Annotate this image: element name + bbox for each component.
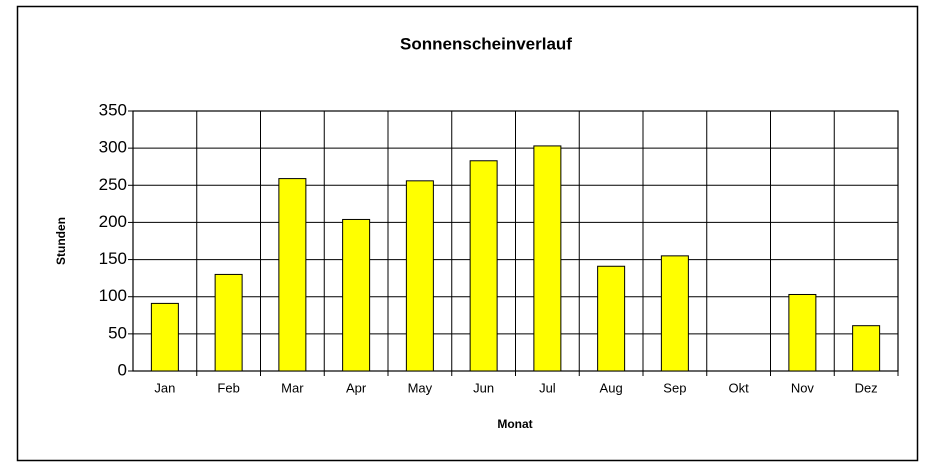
bar xyxy=(852,325,881,372)
y-tick-label: 50 xyxy=(108,323,127,342)
chart-title: Sonnenscheinverlauf xyxy=(400,34,572,53)
bar xyxy=(214,273,243,372)
x-tick-label: Jan xyxy=(154,380,175,395)
y-tick-label: 350 xyxy=(99,100,127,119)
bar xyxy=(660,255,689,372)
x-tick-label: May xyxy=(408,380,433,395)
bar xyxy=(278,178,307,372)
x-tick-label: Sep xyxy=(663,380,686,395)
bar xyxy=(469,160,498,372)
x-tick-label: Jul xyxy=(539,380,556,395)
x-tick-label: Aug xyxy=(600,380,623,395)
y-axis-label: Stunden xyxy=(54,217,68,265)
y-tick-label: 250 xyxy=(99,175,127,194)
y-tick-label: 150 xyxy=(99,249,127,268)
bar xyxy=(342,218,371,372)
y-tick-label: 0 xyxy=(118,360,127,379)
y-tick-label: 200 xyxy=(99,212,127,231)
x-tick-label: Apr xyxy=(346,380,367,395)
x-tick-label: Mar xyxy=(281,380,304,395)
bar xyxy=(405,180,434,372)
x-tick-label: Nov xyxy=(791,380,815,395)
y-tick-label: 100 xyxy=(99,286,127,305)
bar xyxy=(788,293,817,372)
x-tick-label: Jun xyxy=(473,380,494,395)
y-tick-label: 300 xyxy=(99,138,127,157)
x-axis-label: Monat xyxy=(497,417,532,431)
bar xyxy=(150,302,179,372)
x-tick-label: Dez xyxy=(855,380,878,395)
bar xyxy=(533,145,562,372)
x-tick-label: Okt xyxy=(729,380,750,395)
x-tick-label: Feb xyxy=(217,380,239,395)
bar xyxy=(597,265,626,372)
